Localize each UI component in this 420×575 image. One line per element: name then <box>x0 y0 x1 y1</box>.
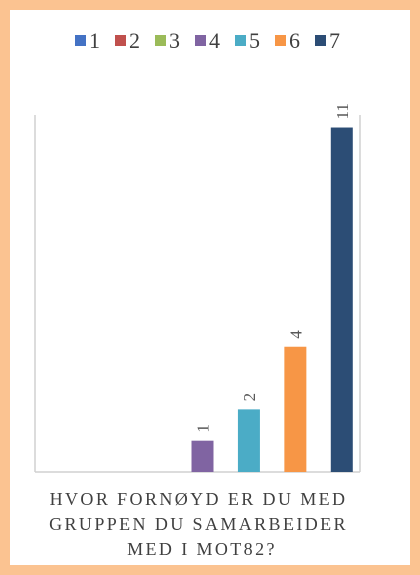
legend-label-1: 1 <box>89 28 100 53</box>
bar-5 <box>237 409 260 472</box>
legend-label-3: 3 <box>169 28 180 53</box>
legend-label-2: 2 <box>129 28 140 53</box>
legend-swatch-6 <box>275 35 286 46</box>
data-label-6: 4 <box>286 330 305 339</box>
data-label-5: 2 <box>240 393 259 402</box>
legend-swatch-4 <box>195 35 206 46</box>
chart-legend: 1 2 3 4 5 6 7 <box>75 28 340 53</box>
legend-swatch-2 <box>115 35 126 46</box>
bar-chart: 1 2 3 4 5 6 7 1 2 4 11 HVOR FORNØYD ER DU MED GRU… <box>34 28 361 559</box>
data-labels: 1 2 4 11 <box>194 103 352 433</box>
data-label-7: 11 <box>333 103 352 119</box>
legend-swatch-5 <box>235 35 246 46</box>
chart-frame: 1 2 3 4 5 6 7 1 2 4 11 HVOR FORNØYD ER DU MED GRU… <box>10 10 410 565</box>
x-axis-title: HVOR FORNØYD ER DU MED GRUPPEN DU SAMARB… <box>49 489 355 559</box>
legend-label-7: 7 <box>329 28 340 53</box>
legend-swatch-1 <box>75 35 86 46</box>
data-label-4: 1 <box>194 424 213 433</box>
bar-4 <box>191 440 214 472</box>
bar-6 <box>284 346 307 472</box>
legend-label-4: 4 <box>209 28 220 53</box>
legend-label-5: 5 <box>249 28 260 53</box>
bar-7 <box>330 127 353 473</box>
bar-series <box>191 127 353 473</box>
legend-label-6: 6 <box>289 28 300 53</box>
x-axis-title-line-3: MED I MOT82? <box>127 539 277 559</box>
legend-swatch-7 <box>315 35 326 46</box>
legend-swatch-3 <box>155 35 166 46</box>
x-axis-title-line-1: HVOR FORNØYD ER DU MED <box>50 489 348 509</box>
x-axis-title-line-2: GRUPPEN DU SAMARBEIDER <box>49 514 348 534</box>
